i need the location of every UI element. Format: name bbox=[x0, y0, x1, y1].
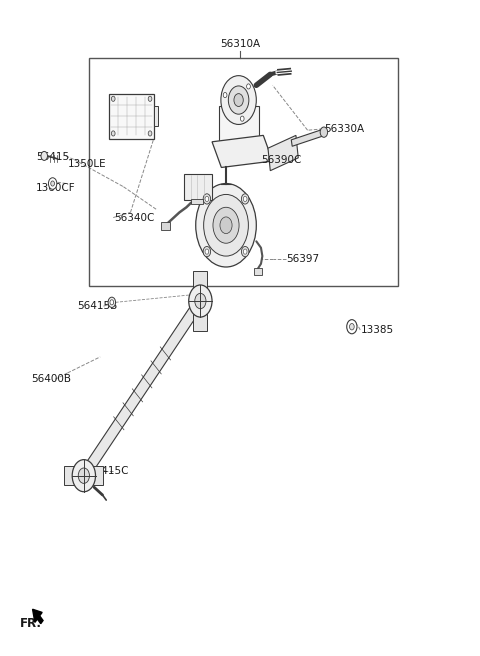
Bar bbox=[254, 268, 263, 276]
Circle shape bbox=[204, 194, 248, 256]
Circle shape bbox=[110, 300, 114, 305]
Circle shape bbox=[41, 152, 48, 161]
Circle shape bbox=[320, 127, 328, 137]
Polygon shape bbox=[212, 135, 273, 167]
Circle shape bbox=[247, 84, 251, 89]
FancyArrow shape bbox=[33, 609, 43, 624]
Circle shape bbox=[203, 247, 211, 256]
Circle shape bbox=[220, 217, 232, 234]
Text: FR.: FR. bbox=[20, 617, 42, 630]
Circle shape bbox=[196, 184, 256, 267]
Text: 1360CF: 1360CF bbox=[36, 183, 75, 193]
Text: 56397: 56397 bbox=[287, 254, 320, 264]
Bar bbox=[161, 222, 170, 230]
Text: 1350LE: 1350LE bbox=[68, 159, 106, 169]
Circle shape bbox=[228, 86, 249, 114]
Bar bbox=[88, 58, 398, 286]
Circle shape bbox=[241, 247, 249, 256]
FancyBboxPatch shape bbox=[92, 466, 103, 485]
Text: 56310A: 56310A bbox=[220, 39, 260, 49]
Circle shape bbox=[349, 323, 354, 330]
Text: 56415C: 56415C bbox=[88, 466, 129, 476]
Circle shape bbox=[203, 194, 211, 204]
Circle shape bbox=[234, 94, 243, 106]
Circle shape bbox=[243, 196, 247, 201]
Bar bbox=[109, 94, 154, 138]
Circle shape bbox=[347, 319, 357, 334]
Text: 56340C: 56340C bbox=[114, 213, 155, 222]
Text: 56390C: 56390C bbox=[261, 155, 301, 165]
Circle shape bbox=[205, 196, 209, 201]
FancyBboxPatch shape bbox=[64, 466, 75, 485]
Circle shape bbox=[213, 207, 239, 243]
Circle shape bbox=[205, 249, 209, 254]
Circle shape bbox=[240, 116, 244, 121]
Circle shape bbox=[241, 194, 249, 204]
FancyBboxPatch shape bbox=[193, 314, 207, 331]
Polygon shape bbox=[268, 135, 298, 171]
Circle shape bbox=[148, 96, 152, 101]
Circle shape bbox=[78, 468, 89, 483]
Bar bbox=[184, 174, 212, 199]
Text: 56415: 56415 bbox=[36, 152, 69, 162]
Polygon shape bbox=[81, 297, 204, 480]
Circle shape bbox=[221, 75, 256, 125]
Text: 56415B: 56415B bbox=[77, 301, 117, 311]
Circle shape bbox=[111, 96, 115, 101]
Bar bbox=[191, 199, 203, 204]
Circle shape bbox=[51, 181, 55, 186]
FancyBboxPatch shape bbox=[193, 272, 207, 288]
Circle shape bbox=[72, 460, 96, 492]
Polygon shape bbox=[291, 129, 325, 146]
Circle shape bbox=[108, 297, 116, 308]
Bar bbox=[154, 106, 158, 126]
Text: 13385: 13385 bbox=[361, 325, 394, 335]
Circle shape bbox=[195, 293, 206, 309]
Circle shape bbox=[223, 92, 227, 98]
Text: 56330A: 56330A bbox=[324, 124, 364, 134]
Circle shape bbox=[48, 178, 57, 190]
Circle shape bbox=[111, 131, 115, 136]
Circle shape bbox=[243, 249, 247, 254]
Text: 56400B: 56400B bbox=[31, 375, 71, 384]
Circle shape bbox=[189, 285, 212, 317]
FancyBboxPatch shape bbox=[219, 106, 259, 142]
Circle shape bbox=[148, 131, 152, 136]
